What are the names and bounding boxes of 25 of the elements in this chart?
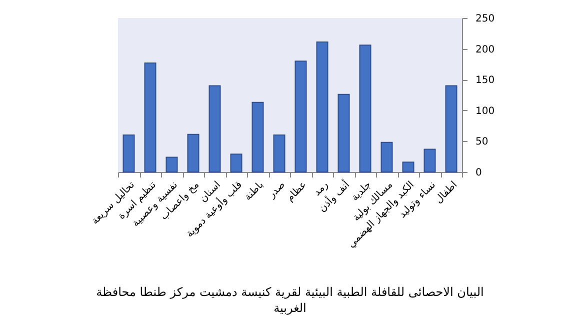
x-tick-label: اطفال	[433, 180, 460, 206]
bar	[402, 162, 414, 172]
y-tick-label: 0	[476, 168, 482, 178]
bar	[208, 85, 221, 172]
bar	[380, 142, 393, 172]
bar	[252, 102, 264, 172]
bar	[445, 85, 458, 172]
y-tick-label: 250	[476, 14, 495, 24]
bar	[338, 94, 350, 172]
bar	[144, 62, 156, 172]
x-tick-label: باطنة	[242, 180, 266, 203]
y-tick-label: 150	[476, 75, 495, 86]
bar	[316, 42, 328, 172]
text: البيان الاحصائى للقافلة الطبية البيئية لقرية كنيسة دمشيت مركز طنطا محافظة الغربية	[95, 284, 485, 316]
bar	[424, 148, 436, 172]
bar	[273, 134, 286, 172]
bar	[230, 154, 242, 172]
y-tick-label: 200	[476, 44, 495, 56]
bar	[122, 134, 135, 172]
bar	[166, 156, 178, 172]
bar	[359, 44, 372, 172]
y-tick-label: 100	[476, 106, 495, 117]
bar	[187, 134, 200, 172]
bar	[294, 60, 307, 172]
y-tick-label: 50	[476, 136, 488, 148]
